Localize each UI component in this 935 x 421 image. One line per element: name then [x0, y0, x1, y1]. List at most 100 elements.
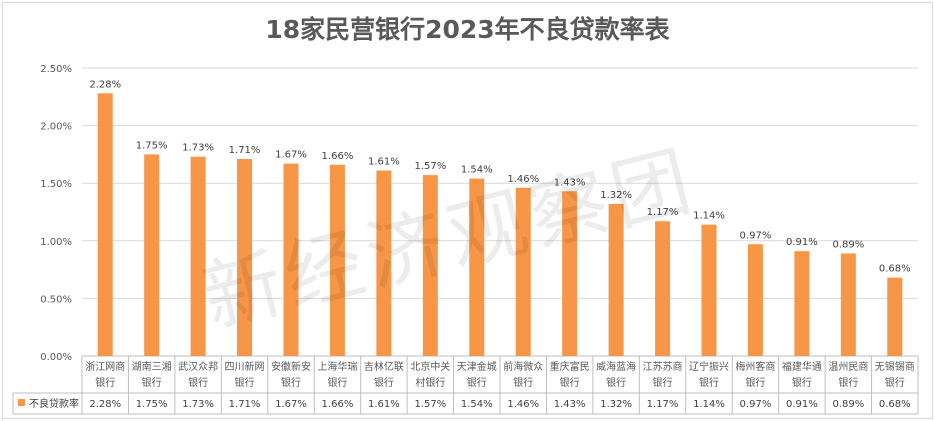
y-tick-label: 1.00% [40, 237, 72, 248]
table-value: 0.91% [786, 399, 818, 410]
legend-swatch [18, 399, 25, 406]
bar [422, 175, 438, 356]
table-value: 0.89% [832, 399, 864, 410]
x-tick-label: 重庆富民 [550, 360, 590, 373]
bar [376, 170, 392, 356]
data-label: 0.89% [832, 239, 864, 250]
data-label: 1.43% [554, 177, 586, 188]
x-tick-label: 银行 [745, 376, 765, 389]
x-tick-label: 银行 [606, 376, 626, 389]
data-label: 1.73% [182, 143, 214, 154]
bar [747, 244, 763, 356]
x-tick-label: 浙江网商 [85, 360, 125, 373]
x-tick-label: 银行 [281, 376, 301, 389]
bar [469, 178, 485, 356]
x-tick-label: 银行 [560, 376, 580, 389]
bar [655, 221, 671, 356]
x-tick-label: 银行 [513, 376, 533, 389]
table-value: 1.75% [136, 399, 168, 410]
data-label: 1.61% [368, 157, 400, 168]
x-tick-label: 银行 [653, 376, 673, 389]
y-tick-label: 0.50% [40, 294, 72, 305]
bar [701, 224, 717, 356]
x-tick-label: 银行 [188, 376, 208, 389]
table-value: 2.28% [89, 399, 121, 410]
bar [887, 277, 903, 356]
data-label: 1.14% [693, 211, 725, 222]
bar [97, 93, 113, 357]
table-value: 1.57% [414, 399, 446, 410]
data-label: 1.57% [414, 161, 446, 172]
x-tick-label: 无锡锡商 [875, 360, 915, 373]
x-tick-label: 威海蓝海 [596, 360, 636, 373]
x-tick-label: 银行 [327, 376, 347, 389]
legend-label: 不良贷款率 [29, 397, 79, 410]
x-tick-label: 吉林亿联 [364, 360, 404, 373]
data-label: 0.68% [879, 264, 911, 275]
x-tick-label: 天津金城 [457, 360, 497, 373]
bar [237, 159, 253, 356]
data-label: 1.75% [136, 140, 168, 151]
chart-title: 18家民营银行2023年不良贷款率表 [265, 15, 670, 44]
data-label: 1.66% [322, 151, 354, 162]
bar [283, 163, 299, 356]
y-tick-label: 2.50% [40, 64, 72, 75]
x-tick-label: 银行 [142, 376, 162, 389]
x-tick-label: 江苏苏商 [643, 360, 683, 373]
table-value: 1.46% [507, 399, 539, 410]
data-label: 2.28% [89, 79, 121, 90]
data-label: 1.54% [461, 165, 493, 176]
x-tick-label: 福建华通 [782, 360, 822, 373]
table-value: 0.68% [879, 399, 911, 410]
y-tick-label: 2.00% [40, 122, 72, 133]
table-value: 1.17% [647, 399, 679, 410]
x-tick-label: 辽宁振兴 [689, 360, 729, 373]
x-tick-label: 银行 [467, 376, 487, 389]
x-tick-label: 温州民商 [828, 360, 868, 373]
x-tick-label: 村银行 [415, 376, 445, 389]
x-tick-label: 银行 [885, 376, 905, 389]
table-value: 1.71% [229, 399, 261, 410]
data-label: 0.97% [740, 230, 772, 241]
data-label: 1.17% [647, 207, 679, 218]
table-value: 1.43% [554, 399, 586, 410]
data-label: 0.91% [786, 237, 818, 248]
x-tick-label: 银行 [699, 376, 719, 389]
x-tick-label: 武汉众邦 [178, 360, 218, 373]
table-value: 1.54% [461, 399, 493, 410]
bar [562, 191, 578, 356]
x-tick-label: 银行 [374, 376, 394, 389]
bar [794, 251, 810, 356]
table-value: 1.14% [693, 399, 725, 410]
table-value: 1.32% [600, 399, 632, 410]
y-tick-label: 0.00% [40, 352, 72, 363]
y-tick-label: 1.50% [40, 179, 72, 190]
x-tick-label: 银行 [838, 376, 858, 389]
x-tick-label: 安徽新安 [271, 360, 311, 373]
table-value: 1.73% [182, 399, 214, 410]
x-tick-label: 北京中关 [410, 360, 450, 373]
data-label: 1.71% [229, 145, 261, 156]
bar [329, 164, 345, 356]
bar [515, 187, 531, 356]
x-tick-label: 湖南三湘 [132, 360, 172, 373]
x-tick-label: 银行 [235, 376, 255, 389]
x-tick-label: 前海微众 [503, 360, 543, 373]
table-value: 1.67% [275, 399, 307, 410]
bar [608, 203, 624, 356]
x-tick-label: 梅州客商 [735, 360, 775, 373]
x-tick-label: 四川新网 [225, 360, 265, 373]
data-label: 1.46% [507, 174, 539, 185]
bar [840, 253, 856, 356]
x-tick-label: 银行 [95, 376, 115, 389]
data-label: 1.32% [600, 190, 632, 201]
x-tick-label: 银行 [792, 376, 812, 389]
table-value: 1.61% [368, 399, 400, 410]
data-label: 1.67% [275, 150, 307, 161]
bar [144, 154, 160, 356]
x-tick-label: 上海华瑞 [317, 360, 357, 373]
bar [190, 156, 206, 356]
table-value: 1.66% [322, 399, 354, 410]
table-value: 0.97% [740, 399, 772, 410]
